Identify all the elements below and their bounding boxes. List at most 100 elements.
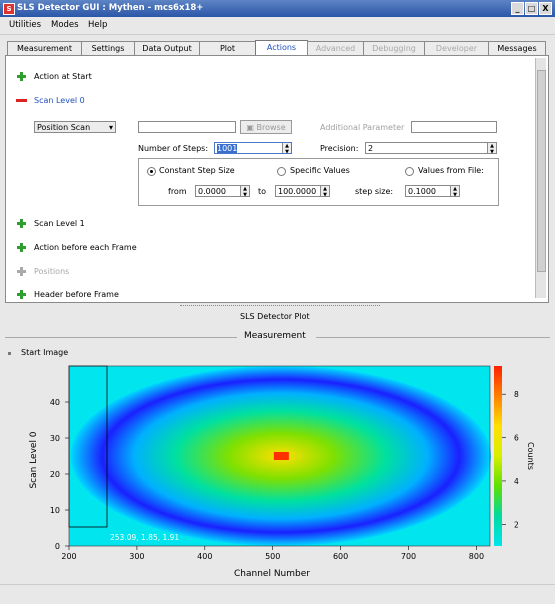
sls-logo-icon: S [3,3,15,15]
action-before-frame-label[interactable]: Action before each Frame [34,243,137,252]
x-tick-label: 700 [401,552,416,561]
additional-parameter-input[interactable] [411,121,497,133]
step-size-spinbox[interactable]: 0.1000 ▲ ▼ [405,185,460,198]
spin-arrows-icon[interactable]: ▲ ▼ [320,186,329,198]
step-size-label: step size: [355,187,394,196]
spin-arrows-icon[interactable]: ▲ ▼ [450,186,459,198]
values-from-file-radio[interactable] [405,167,414,176]
browse-button: ▣ Browse [240,120,292,134]
menu-utilities[interactable]: Utilities [9,20,41,30]
spin-arrows-icon[interactable]: ▲ ▼ [282,143,291,155]
menu-bar: Utilities Modes Help [0,17,555,35]
menu-modes[interactable]: Modes [51,20,79,30]
tab-messages[interactable]: Messages [488,41,546,55]
script-path-input[interactable] [138,121,236,133]
specific-values-label[interactable]: Specific Values [290,166,350,175]
y-tick-label: 20 [50,470,60,479]
step-options-group [138,158,499,206]
action-at-start-label[interactable]: Action at Start [34,72,92,81]
scan-type-select[interactable]: Position Scan ▾ [34,121,116,133]
x-tick-label: 200 [61,552,76,561]
colorbar-label: Counts [526,442,535,470]
x-tick-label: 500 [265,552,280,561]
x-tick-label: 400 [197,552,212,561]
from-spinbox[interactable]: 0.0000 ▲ ▼ [195,185,250,198]
y-axis-label: Scan Level 0 [29,431,39,488]
y-tick-label: 30 [50,434,60,443]
heatmap-peak [273,452,289,460]
precision-spinbox[interactable]: 2 ▲ ▼ [365,142,497,155]
number-of-steps-value: 1001 [217,144,238,153]
scan-level-0-label[interactable]: Scan Level 0 [34,96,85,105]
measurement-title: Measurement [244,331,306,341]
tab-settings[interactable]: Settings [81,41,135,55]
specific-values-radio[interactable] [277,167,286,176]
splitter-handle[interactable] [180,305,380,307]
colorbar-tick-label: 2 [514,520,519,529]
tab-actions[interactable]: Actions [255,40,308,56]
expand-plus-icon[interactable] [17,219,26,228]
y-tick-label: 10 [50,506,60,515]
colorbar [494,366,502,546]
number-of-steps-spinbox[interactable]: 1001 ▲ ▼ [214,142,292,155]
tab-data-output[interactable]: Data Output [134,41,200,55]
x-axis-label: Channel Number [234,569,310,579]
spin-arrows-icon[interactable]: ▲ ▼ [487,143,496,155]
plot-frame [68,365,491,547]
expand-plus-icon[interactable] [17,290,26,299]
header-before-frame-label[interactable]: Header before Frame [34,290,119,299]
y-tick-label: 0 [55,542,60,551]
x-tick-label: 800 [469,552,484,561]
tab-advanced: Advanced [307,41,364,55]
window-title: SLS Detector GUI : Mythen - mcs6x18+ [17,3,204,13]
additional-parameter-label: Additional Parameter [320,123,405,132]
scan-type-value: Position Scan [37,123,91,132]
positions-label: Positions [34,267,70,276]
divider [5,337,237,338]
spin-arrows-icon[interactable]: ▲ ▼ [240,186,249,198]
from-value: 0.0000 [198,187,226,196]
scan-level-1-label[interactable]: Scan Level 1 [34,219,85,228]
maximize-button[interactable]: □ [525,2,538,15]
to-label: to [258,187,267,196]
actions-panel [5,55,549,303]
start-image-label: Start Image [21,348,69,357]
precision-value: 2 [368,144,374,153]
collapse-minus-icon[interactable] [16,99,27,102]
status-bar [0,584,555,604]
panel-scrollbar[interactable] [535,58,546,298]
y-axis: 0 10 20 30 40 [50,398,69,551]
expand-plus-icon[interactable] [17,72,26,81]
values-from-file-label[interactable]: Values from File: [418,166,484,175]
x-tick-label: 600 [333,552,348,561]
scrollbar-thumb[interactable] [537,70,546,272]
colorbar-axis: 2 4 6 8 [502,390,519,529]
precision-label: Precision: [320,144,359,153]
expand-plus-icon[interactable] [17,243,26,252]
tab-plot[interactable]: Plot [199,41,256,55]
x-tick-label: 300 [129,552,144,561]
number-of-steps-label: Number of Steps: [138,144,209,153]
browse-label: Browse [256,123,286,132]
tab-developer: Developer [424,41,489,55]
menu-help[interactable]: Help [88,20,108,30]
bullet-icon [8,352,11,355]
close-button[interactable]: X [539,2,552,15]
step-size-value: 0.1000 [408,187,436,196]
heatmap-chart: 200 300 400 500 600 700 800 0 10 20 30 40 Channel … [29,365,535,579]
constant-step-radio[interactable] [147,167,156,176]
tab-measurement[interactable]: Measurement [7,41,82,55]
constant-step-label[interactable]: Constant Step Size [159,166,235,175]
folder-icon: ▣ [246,123,257,132]
tab-debugging: Debugging [363,41,425,55]
colorbar-tick-label: 6 [514,434,519,443]
y-tick-label: 40 [50,398,60,407]
to-spinbox[interactable]: 100.0000 ▲ ▼ [275,185,330,198]
colorbar-tick-label: 4 [514,477,519,486]
expand-plus-icon [17,267,26,276]
colorbar-tick-label: 8 [514,390,519,399]
to-value: 100.0000 [278,187,317,196]
title-bar: S SLS Detector GUI : Mythen - mcs6x18+ _… [0,0,555,17]
from-label: from [168,187,187,196]
minimize-button[interactable]: _ [511,2,524,15]
